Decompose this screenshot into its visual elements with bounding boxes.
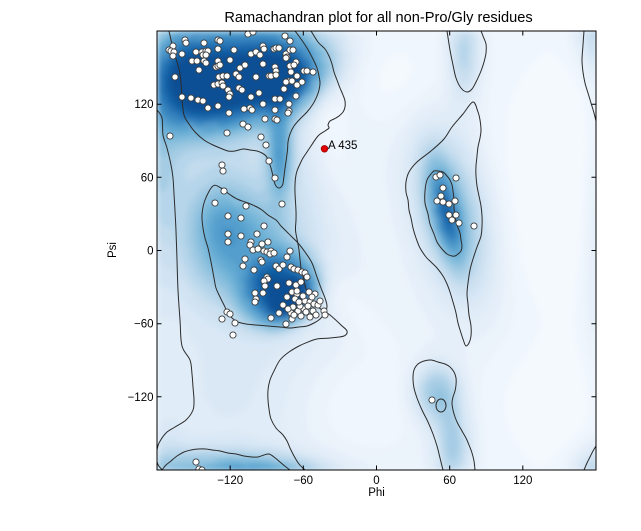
svg-text:60: 60: [443, 475, 456, 487]
svg-text:−120: −120: [217, 475, 243, 487]
svg-text:Phi: Phi: [368, 487, 385, 499]
svg-text:−120: −120: [128, 392, 154, 404]
svg-text:A 435: A 435: [328, 140, 357, 152]
svg-text:0: 0: [147, 246, 153, 258]
svg-text:−60: −60: [294, 475, 314, 487]
svg-text:0: 0: [373, 475, 379, 487]
svg-text:120: 120: [134, 99, 153, 111]
svg-text:60: 60: [141, 172, 154, 184]
svg-text:Psi: Psi: [107, 242, 119, 258]
svg-text:−60: −60: [134, 319, 154, 331]
svg-text:120: 120: [513, 475, 532, 487]
svg-text:Ramachandran plot for all non-: Ramachandran plot for all non-Pro/Gly re…: [224, 10, 532, 26]
